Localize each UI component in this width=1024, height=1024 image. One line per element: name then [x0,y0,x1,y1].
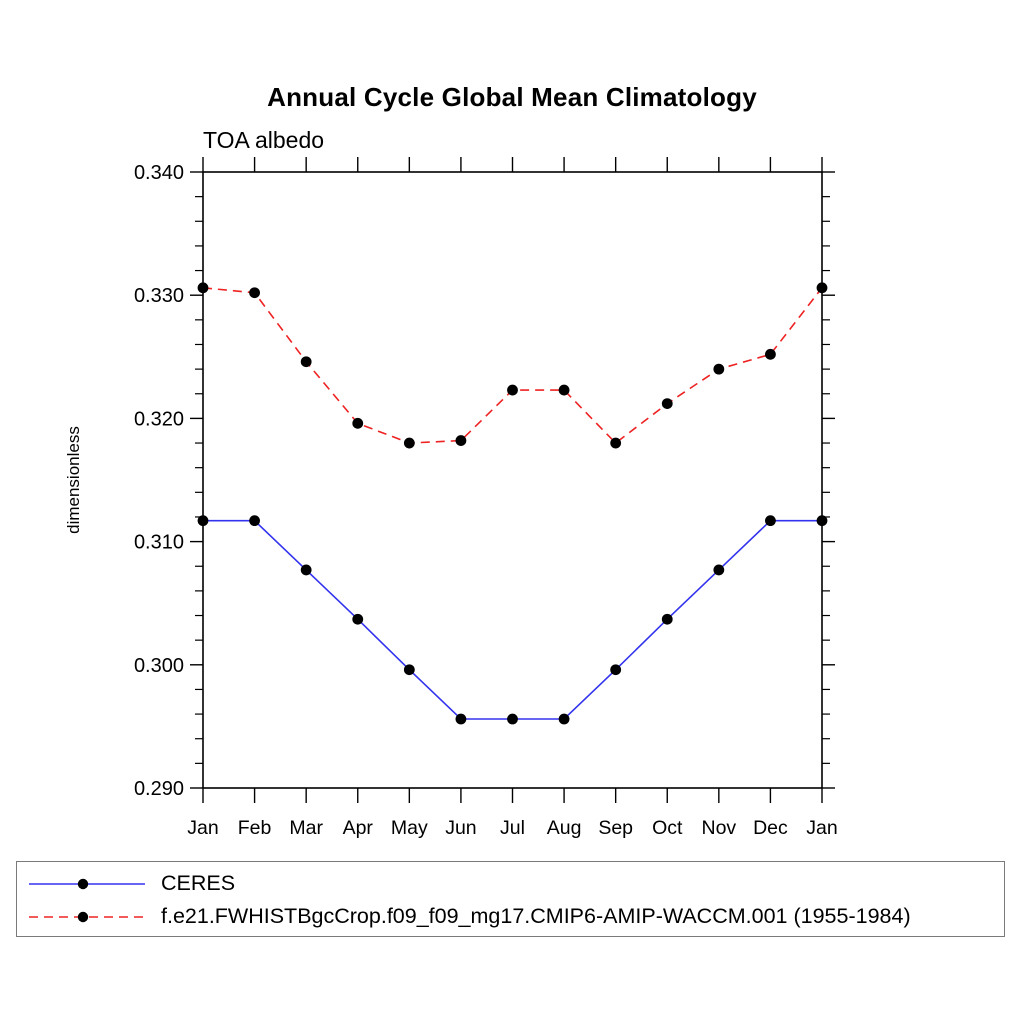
data-point [507,384,518,396]
data-point [197,282,209,294]
data-point [300,564,312,576]
x-tick-label: Jul [500,817,525,839]
data-point [661,613,673,625]
series-line-1 [202,287,823,445]
data-point [507,713,518,725]
data-point [197,515,209,527]
x-tick-label: Mar [289,817,323,839]
x-tick-label: Feb [238,817,272,839]
legend-row-model: f.e21.FWHISTBgcCrop.f09_f09_mg17.CMIP6-A… [25,900,1004,933]
legend-label-model: f.e21.FWHISTBgcCrop.f09_f09_mg17.CMIP6-A… [161,904,911,928]
data-point [610,437,622,449]
data-point [765,515,776,527]
x-tick-label: Jan [806,817,837,839]
data-point [765,348,776,360]
ceres-marker-sample [77,878,89,889]
series-line-0 [203,519,822,720]
data-point [455,713,467,725]
data-point [249,515,260,527]
data-point [300,356,312,368]
chart-title: Annual Cycle Global Mean Climatology [267,82,757,112]
x-tick-label: Jun [445,817,476,839]
x-tick-label: Jan [187,817,218,839]
legend-row-ceres: CERES [25,867,1004,900]
data-point [816,282,828,294]
y-tick-label: 0.320 [134,408,184,430]
model-marker-sample [77,911,89,922]
y-tick-label: 0.290 [134,778,184,800]
x-tick-label: Dec [753,817,788,839]
data-point [352,613,364,625]
data-point [558,713,570,725]
legend-label-ceres: CERES [161,871,236,895]
y-tick-label: 0.300 [134,655,184,677]
y-tick-label: 0.330 [134,285,184,307]
x-tick-label: Sep [598,817,633,839]
data-point [455,435,467,446]
x-tick-label: Apr [343,817,374,839]
legend-box: CERES f.e21.FWHISTBgcCrop.f09_f09_mg17.C… [16,861,1005,937]
x-tick-label: Aug [547,817,582,839]
data-point [661,398,673,410]
x-tick-label: May [391,817,428,839]
plot-frame [202,171,823,789]
ceres-line-sample [29,878,145,889]
data-point [713,363,725,375]
chart-subtitle: TOA albedo [203,127,325,153]
model-line-sample [29,911,145,922]
data-point [558,384,570,396]
x-tick-label: Oct [652,817,683,839]
y-tick-label: 0.340 [134,162,184,184]
data-point [713,564,725,576]
data-point [249,287,260,299]
data-point [610,664,622,676]
data-point [816,515,828,527]
data-point [352,417,364,429]
data-point [403,437,415,449]
data-point [403,664,415,676]
x-tick-label: Nov [701,817,736,839]
y-tick-label: 0.310 [134,532,184,554]
